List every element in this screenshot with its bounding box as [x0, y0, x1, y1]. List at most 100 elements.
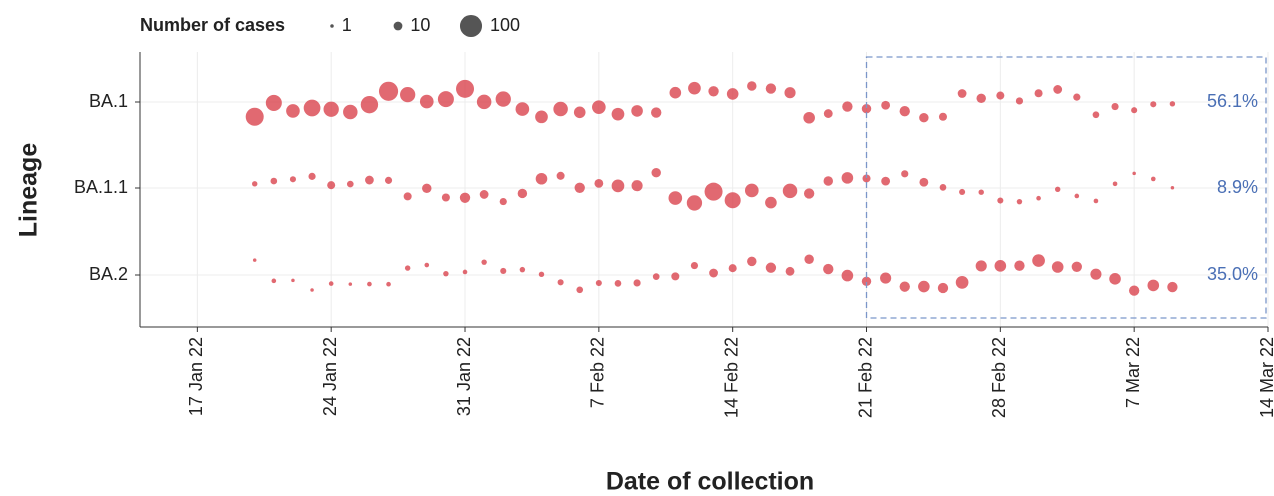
bubble: [1090, 268, 1102, 280]
bubble: [1071, 261, 1082, 272]
bubble: [1112, 181, 1118, 187]
bubble: [479, 190, 489, 199]
bubble: [1036, 195, 1041, 201]
bubble: [861, 103, 872, 114]
bubble: [556, 171, 565, 180]
bubble: [404, 265, 411, 271]
y-tick-label: BA.1: [89, 91, 128, 111]
bubble: [841, 269, 854, 282]
bubble: [1132, 171, 1136, 176]
bubble: [744, 183, 759, 198]
bubble: [443, 270, 449, 277]
bubble: [1093, 198, 1099, 204]
bubble: [462, 269, 468, 275]
bubble: [823, 263, 834, 275]
bubble: [880, 272, 892, 284]
bubble: [841, 172, 854, 184]
bubble: [901, 170, 909, 178]
bubble: [538, 271, 545, 278]
bubble: [348, 282, 353, 286]
x-tick-label: 17 Jan 22: [186, 337, 206, 416]
bubble: [308, 172, 316, 180]
bubble: [1092, 111, 1100, 119]
bubble: [1109, 273, 1121, 285]
bubble: [265, 94, 282, 111]
bubble: [576, 286, 584, 294]
bubble: [291, 278, 295, 283]
bubble: [688, 81, 701, 95]
bubble: [919, 112, 929, 123]
bubble: [403, 192, 412, 201]
bubble: [631, 105, 643, 117]
bubble: [862, 174, 871, 183]
bubble: [573, 106, 586, 119]
bubble: [996, 91, 1005, 100]
bubble: [652, 273, 660, 280]
bubble: [747, 256, 757, 267]
bubble: [631, 180, 643, 192]
bubble: [668, 191, 683, 205]
bubble: [245, 107, 264, 126]
bubble: [978, 189, 984, 195]
bubble: [271, 278, 277, 284]
legend-bubble: [330, 24, 334, 28]
bubble: [765, 196, 777, 209]
bubble: [1016, 198, 1023, 205]
bubble: [459, 192, 471, 203]
bubble: [784, 87, 796, 99]
bubble: [708, 86, 719, 97]
bubble: [726, 88, 739, 100]
x-tick-label: 28 Feb 22: [989, 337, 1009, 418]
bubble: [500, 267, 507, 275]
bubble: [1032, 254, 1045, 267]
bubble: [803, 111, 815, 124]
x-axis-title: Date of collection: [606, 468, 814, 496]
highlight-box: [865, 56, 1267, 319]
bubble: [252, 258, 257, 262]
x-tick-label: 14 Mar 22: [1257, 337, 1274, 418]
bubble: [346, 180, 354, 188]
bubble: [419, 94, 434, 109]
bubble: [310, 288, 314, 292]
bubble: [938, 112, 948, 121]
share-label: 35.0%: [1207, 264, 1258, 284]
bubble: [785, 266, 795, 276]
bubble: [1128, 285, 1140, 296]
bubble: [919, 177, 929, 187]
bubble: [997, 197, 1004, 204]
bubble: [704, 182, 723, 201]
bubble: [437, 91, 454, 108]
bubble: [1051, 261, 1064, 273]
legend-title: Number of cases: [140, 15, 285, 35]
bubble: [1053, 85, 1063, 94]
bubble: [957, 89, 967, 98]
bubble: [535, 110, 548, 124]
bubble: [515, 102, 530, 116]
bubble: [360, 95, 379, 114]
bubble: [1150, 176, 1156, 182]
bubble: [595, 279, 602, 287]
bubble: [611, 179, 625, 193]
bubble: [476, 94, 492, 110]
bubble: [594, 178, 604, 188]
x-tick-label: 21 Feb 22: [855, 337, 875, 418]
bubble: [574, 182, 585, 193]
bubble: [955, 276, 969, 289]
bubble: [918, 280, 930, 293]
bubble: [365, 175, 374, 185]
legend-bubble: [393, 21, 403, 31]
bubble: [975, 260, 987, 272]
bubble: [803, 188, 815, 199]
y-tick-label: BA.1.1: [74, 177, 128, 197]
bubble: [881, 100, 891, 110]
bubble: [422, 183, 432, 194]
bubble: [517, 188, 528, 199]
bubble: [270, 177, 278, 185]
bubble: [651, 107, 662, 118]
bubble: [441, 193, 450, 202]
bubble: [495, 91, 511, 107]
bubble: [343, 104, 358, 120]
bubble: [378, 81, 399, 101]
bubble: [671, 272, 680, 281]
x-tick-label: 24 Jan 22: [320, 337, 340, 416]
